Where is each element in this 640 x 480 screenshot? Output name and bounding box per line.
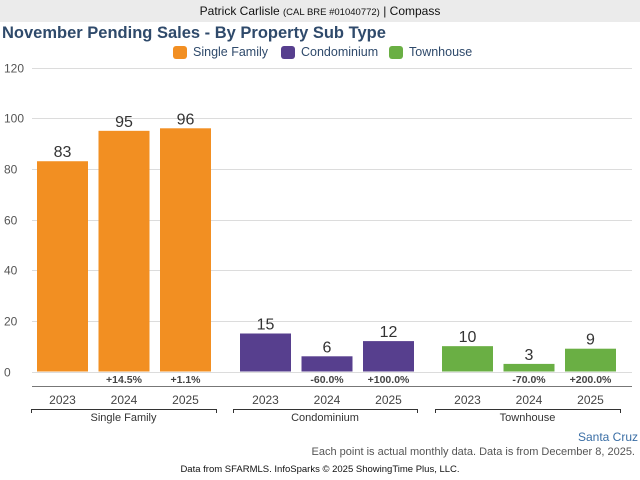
bar [442,346,493,372]
bar [503,363,555,372]
bar [37,161,88,372]
legend-swatch-townhouse [389,45,403,59]
x-tick-label: 2025 [577,393,604,407]
legend-label: Single Family [193,45,269,59]
bar [565,348,616,372]
data-credit: Data from SFARMLS. InfoSparks © 2025 Sho… [180,464,460,475]
change-label: +100.0% [368,374,410,386]
bar [363,341,414,372]
bar-value-label: 83 [54,144,72,161]
y-tick-label: 20 [4,315,18,329]
bar-value-label: 95 [115,114,133,131]
x-tick-label: 2023 [252,393,279,407]
y-tick-label: 0 [4,366,11,380]
bar-value-label: 9 [586,332,595,349]
x-tick-label: 2024 [314,393,341,407]
bar-value-label: 96 [177,111,195,128]
change-label: +200.0% [570,374,612,386]
y-tick-label: 80 [4,163,18,177]
bar-chart: 02040608010012083202395+14.5%202496+1.1%… [4,62,632,424]
group-bracket [435,409,621,413]
group-bracket [233,409,418,413]
legend-label: Condominium [301,45,379,59]
bar-value-label: 3 [525,347,534,364]
region-label: Santa Cruz [577,430,638,444]
y-tick-label: 100 [4,112,24,126]
group-label: Single Family [90,412,157,424]
bar-value-label: 12 [380,324,398,341]
bar [98,130,150,372]
bar-value-label: 15 [257,317,275,334]
x-tick-label: 2024 [516,393,543,407]
legend-swatch-single-family [173,45,187,59]
agent-name: Patrick Carlisle [199,4,280,18]
group-label: Townhouse [500,412,556,424]
agent-header: Patrick Carlisle (CAL BRE #01040772) | C… [0,0,640,22]
header-separator: | [383,4,387,18]
bar-value-label: 6 [323,339,332,356]
change-label: +1.1% [170,374,201,386]
bar-value-label: 10 [459,329,477,346]
agent-license: (CAL BRE #01040772) [283,7,380,18]
chart-title: November Pending Sales - By Property Sub… [2,24,386,42]
legend-swatch-condominium [281,45,295,59]
brokerage-name: Compass [389,4,441,18]
change-label: -60.0% [310,374,344,386]
y-tick-label: 120 [4,62,24,76]
chart-legend: Single Family Condominium Townhouse [0,45,640,63]
legend-item-condominium[interactable]: Condominium [281,45,378,59]
legend-label: Townhouse [409,45,473,59]
x-tick-label: 2023 [454,393,481,407]
x-tick-label: 2023 [49,393,76,407]
y-tick-label: 60 [4,214,18,228]
legend-item-single-family[interactable]: Single Family [173,45,268,59]
change-label: +14.5% [106,374,143,386]
bar [160,128,211,372]
bar [240,333,291,372]
group-bracket [31,409,217,413]
bar [301,356,353,372]
x-tick-label: 2025 [375,393,402,407]
legend-item-townhouse[interactable]: Townhouse [389,45,472,59]
x-tick-label: 2025 [172,393,199,407]
x-tick-label: 2024 [111,393,138,407]
data-note: Each point is actual monthly data. Data … [311,446,635,458]
change-label: -70.0% [512,374,546,386]
group-label: Condominium [291,412,359,424]
y-tick-label: 40 [4,264,18,278]
